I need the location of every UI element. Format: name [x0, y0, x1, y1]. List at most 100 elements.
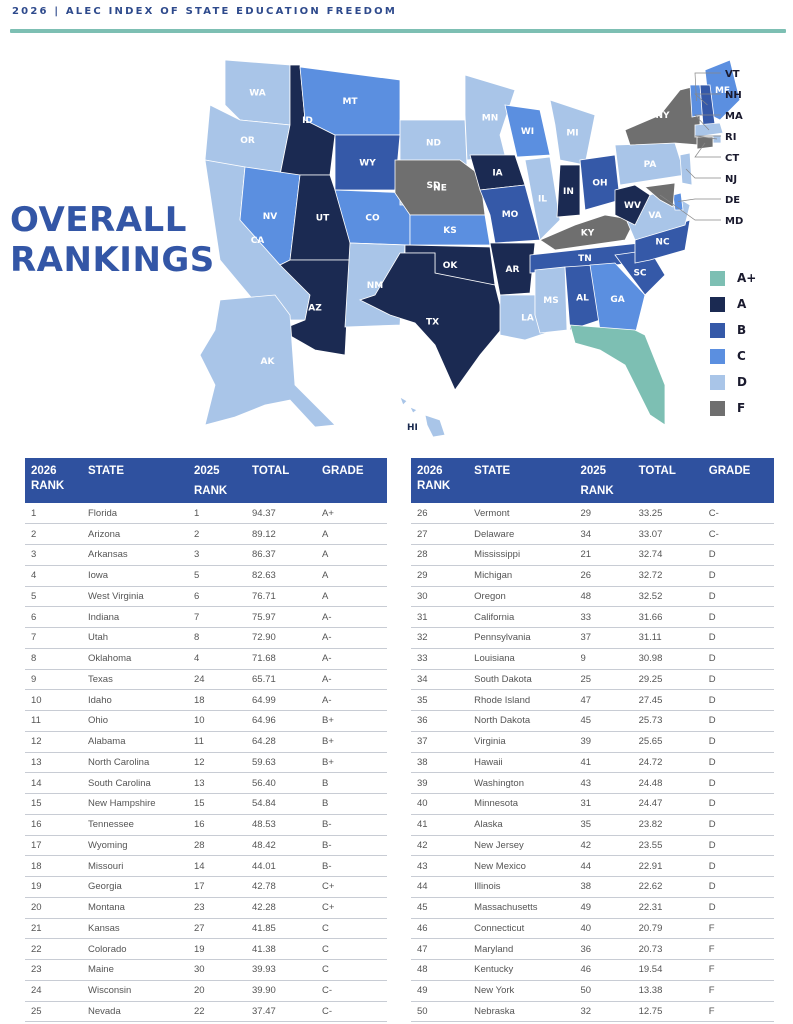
col-total: TOTAL	[638, 465, 676, 477]
cell-rank: 45	[411, 897, 469, 919]
table-row: 12 Alabama 11 64.28 B+	[25, 731, 387, 753]
cell-state: Ohio	[82, 710, 188, 732]
table-row: 48 Kentucky 46 19.54 F	[411, 959, 774, 981]
cell-rank: 25	[25, 1001, 82, 1023]
cell-total: 30.98	[632, 648, 703, 670]
state-label: NV	[263, 212, 278, 222]
cell-prev: 46	[574, 959, 633, 981]
cell-grade: F	[702, 918, 774, 940]
state-wv	[614, 184, 651, 226]
cell-state: New Hampshire	[82, 793, 188, 815]
cell-grade: F	[702, 959, 774, 981]
table-row: 16 Tennessee 16 48.53 B-	[25, 814, 387, 836]
cell-grade: B+	[316, 710, 387, 732]
table-row: 35 Rhode Island 47 27.45 D	[411, 689, 774, 711]
cell-prev: 19	[188, 938, 246, 960]
cell-total: 33.25	[632, 503, 703, 525]
state-label: CO	[365, 214, 380, 224]
cell-rank: 40	[411, 793, 469, 815]
cell-prev: 2	[188, 523, 246, 545]
cell-rank: 35	[411, 689, 469, 711]
table-row: 47 Maryland 36 20.73 F	[411, 938, 774, 960]
cell-grade: B	[316, 772, 387, 794]
state-ms	[534, 266, 568, 334]
cell-grade: D	[702, 772, 774, 794]
table-row: 27 Delaware 34 33.07 C-	[411, 523, 774, 545]
cell-total: 22.91	[632, 855, 703, 877]
state-fl	[569, 324, 666, 426]
cell-grade: D	[702, 689, 774, 711]
cell-state: Delaware	[468, 523, 575, 545]
cell-state: Arkansas	[82, 544, 188, 566]
state-hi	[399, 396, 446, 438]
state-label: TX	[426, 318, 439, 328]
cell-total: 37.47	[246, 1001, 316, 1023]
state-label: MT	[342, 97, 358, 107]
cell-total: 29.25	[632, 669, 703, 691]
cell-total: 33.07	[632, 523, 703, 545]
callout-label: NJ	[725, 174, 737, 185]
us-grade-map: WA OR CA ID NV UT AZ MT WY CO NM ND SD NE KS OK TX MN IA MO…	[195, 45, 743, 440]
state-label: SD	[427, 181, 441, 191]
callout-label: RI	[725, 132, 736, 143]
cell-state: Utah	[82, 627, 188, 649]
cell-prev: 47	[574, 689, 633, 711]
legend-swatch	[710, 374, 725, 390]
cell-grade: C-	[702, 523, 774, 545]
state-ga	[589, 262, 646, 336]
cell-total: 20.73	[632, 938, 703, 960]
cell-rank: 37	[411, 731, 469, 753]
cell-state: Arizona	[82, 523, 188, 545]
cell-total: 23.82	[632, 814, 703, 836]
cell-total: 22.62	[632, 876, 703, 898]
state-label: AR	[506, 265, 520, 275]
cell-state: California	[468, 606, 575, 628]
cell-grade: A	[316, 565, 387, 587]
cell-rank: 19	[25, 876, 82, 898]
cell-rank: 10	[25, 689, 82, 711]
cell-prev: 45	[574, 710, 633, 732]
legend-item: D	[710, 369, 756, 395]
cell-total: 24.47	[632, 793, 703, 815]
cell-state: Alaska	[468, 814, 575, 836]
cell-rank: 32	[411, 627, 469, 649]
cell-rank: 21	[25, 918, 82, 940]
cell-state: Tennessee	[82, 814, 188, 836]
cell-prev: 30	[188, 959, 246, 981]
cell-prev: 50	[574, 980, 633, 1002]
cell-state: Hawaii	[468, 752, 575, 774]
cell-total: 31.66	[632, 606, 703, 628]
cell-rank: 13	[25, 752, 82, 774]
table-row: 15 New Hampshire 15 54.84 B	[25, 793, 387, 815]
table-row: 45 Massachusetts 49 22.31 D	[411, 897, 774, 919]
cell-prev: 25	[574, 669, 633, 691]
cell-rank: 12	[25, 731, 82, 753]
cell-grade: D	[702, 648, 774, 670]
cell-state: Kentucky	[468, 959, 575, 981]
cell-total: 54.84	[246, 793, 316, 815]
legend-item: B	[710, 317, 756, 343]
cell-prev: 8	[188, 627, 246, 649]
state-label: ID	[302, 116, 313, 126]
table-row: 36 North Dakota 45 25.73 D	[411, 710, 774, 732]
callout-label: MD	[725, 216, 743, 227]
cell-prev: 27	[188, 918, 246, 940]
page-title: OVERALL RANKINGS	[10, 200, 215, 280]
table-row: 25 Nevada 22 37.47 C-	[25, 1001, 387, 1023]
cell-total: 56.40	[246, 772, 316, 794]
state-label: HI	[407, 423, 418, 433]
table-header-row: 2026 RANK STATE 2025 RANK TOTAL GRADE	[25, 458, 387, 503]
callout-line	[694, 114, 721, 131]
cell-grade: B-	[316, 855, 387, 877]
cell-prev: 1	[188, 503, 246, 525]
table-row: 13 North Carolina 12 59.63 B+	[25, 752, 387, 774]
cell-total: 94.37	[246, 503, 316, 525]
cell-rank: 8	[25, 648, 82, 670]
cell-prev: 11	[188, 731, 246, 753]
table-header-row: 2026 RANK STATE 2025 RANK TOTAL GRADE	[411, 458, 774, 503]
cell-prev: 44	[574, 855, 633, 877]
legend-label: A	[737, 297, 747, 311]
state-label: CA	[251, 236, 265, 246]
cell-grade: D	[702, 855, 774, 877]
